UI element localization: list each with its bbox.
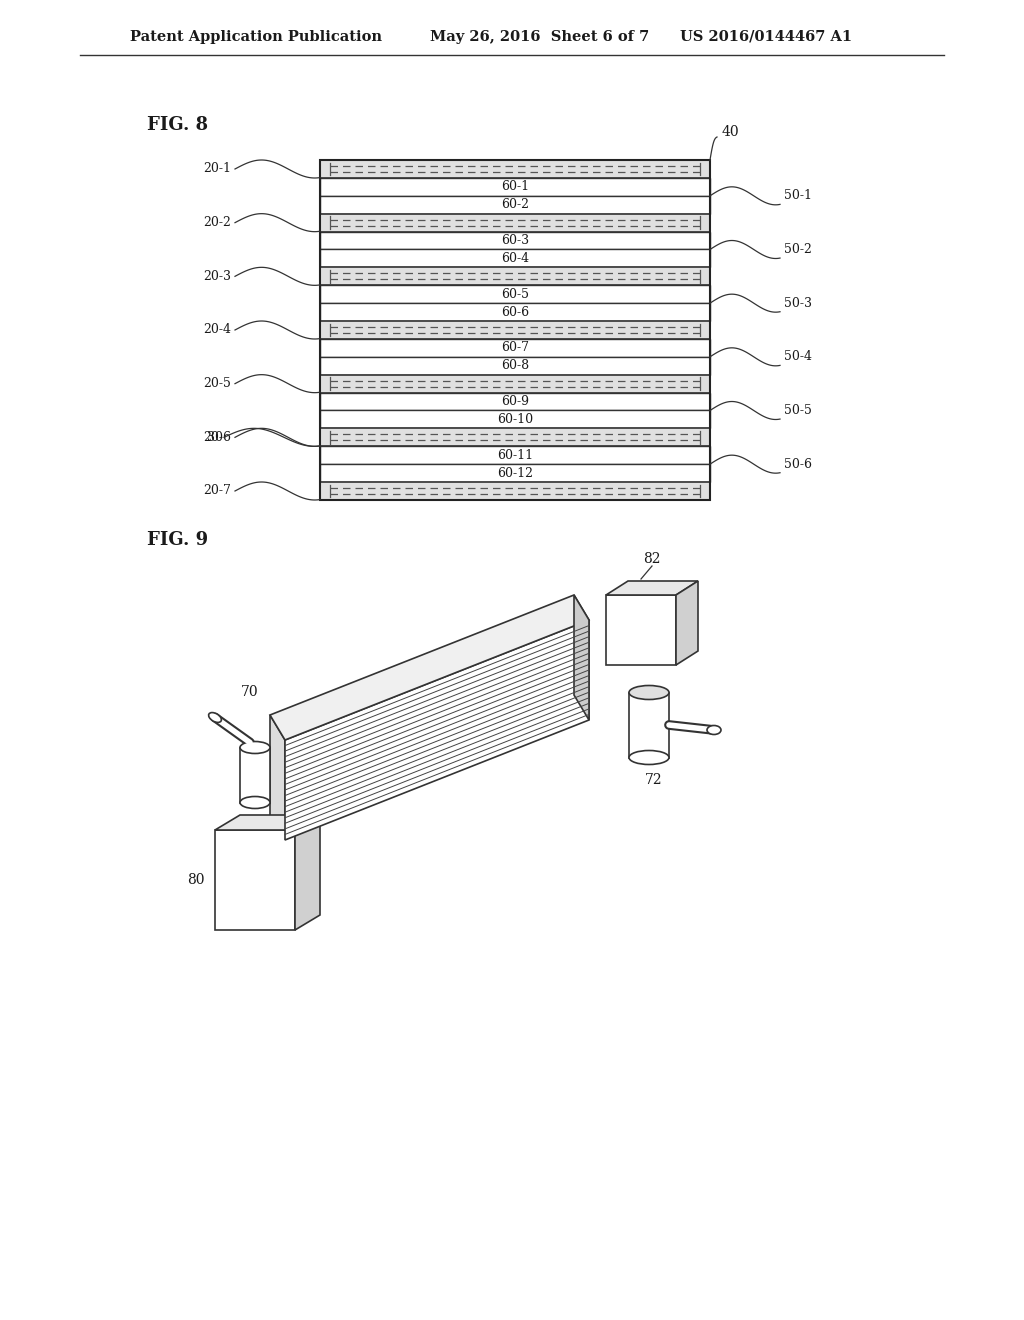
Bar	[319, 482, 710, 500]
Text: 20-2: 20-2	[203, 216, 231, 230]
Text: 72: 72	[645, 772, 663, 787]
Text: Patent Application Publication: Patent Application Publication	[130, 30, 382, 44]
Text: 60-12: 60-12	[497, 466, 534, 479]
Bar	[319, 214, 710, 232]
Text: 30: 30	[207, 430, 223, 444]
Text: May 26, 2016  Sheet 6 of 7: May 26, 2016 Sheet 6 of 7	[430, 30, 649, 44]
Polygon shape	[215, 830, 295, 931]
Bar	[319, 446, 710, 465]
Text: 20-7: 20-7	[203, 484, 231, 498]
Polygon shape	[606, 581, 698, 595]
Text: 50-5: 50-5	[784, 404, 812, 417]
Polygon shape	[270, 715, 285, 840]
Text: 82: 82	[643, 552, 660, 566]
Bar	[319, 160, 710, 178]
Text: 20-3: 20-3	[203, 269, 231, 282]
Polygon shape	[215, 814, 319, 830]
Bar	[319, 178, 710, 195]
Text: 60-9: 60-9	[501, 395, 529, 408]
Text: 60-5: 60-5	[501, 288, 529, 301]
Polygon shape	[676, 581, 698, 665]
Text: FIG. 9: FIG. 9	[147, 531, 208, 549]
Ellipse shape	[707, 726, 721, 734]
Ellipse shape	[240, 742, 270, 754]
Text: 50-1: 50-1	[784, 189, 812, 202]
Polygon shape	[285, 620, 589, 840]
Ellipse shape	[629, 751, 669, 764]
Bar	[319, 249, 710, 268]
Text: US 2016/0144467 A1: US 2016/0144467 A1	[680, 30, 852, 44]
Text: 50-6: 50-6	[784, 458, 812, 471]
Bar	[319, 304, 710, 321]
Bar	[319, 232, 710, 249]
Text: 50-4: 50-4	[784, 350, 812, 363]
Text: FIG. 8: FIG. 8	[147, 116, 208, 135]
Polygon shape	[270, 595, 589, 741]
Text: 20-5: 20-5	[203, 378, 231, 391]
Bar	[319, 321, 710, 339]
Ellipse shape	[209, 713, 221, 722]
Bar	[319, 375, 710, 392]
Polygon shape	[295, 814, 319, 931]
Text: 60-11: 60-11	[497, 449, 534, 462]
Text: 60-2: 60-2	[501, 198, 529, 211]
Bar	[319, 428, 710, 446]
Text: 60-7: 60-7	[501, 342, 529, 354]
Bar	[319, 285, 710, 304]
Polygon shape	[606, 595, 676, 665]
Text: 60-10: 60-10	[497, 413, 534, 426]
Text: 50-2: 50-2	[784, 243, 812, 256]
Bar	[319, 195, 710, 214]
Bar	[319, 268, 710, 285]
Bar	[240, 747, 270, 803]
Text: 60-4: 60-4	[501, 252, 529, 265]
Bar	[319, 339, 710, 356]
Bar	[319, 160, 710, 500]
Text: 60-6: 60-6	[501, 306, 529, 318]
Bar	[319, 356, 710, 375]
Bar	[319, 411, 710, 428]
Text: 60-3: 60-3	[501, 234, 529, 247]
Text: 40: 40	[722, 125, 739, 139]
Text: 60-8: 60-8	[501, 359, 529, 372]
Text: 20-6: 20-6	[203, 430, 231, 444]
Text: 60-1: 60-1	[501, 181, 529, 194]
Text: 70: 70	[242, 685, 259, 700]
Polygon shape	[574, 595, 589, 719]
Bar	[629, 693, 669, 758]
Text: 20-1: 20-1	[203, 162, 231, 176]
Text: 20-4: 20-4	[203, 323, 231, 337]
Ellipse shape	[629, 685, 669, 700]
Text: 80: 80	[187, 873, 205, 887]
Text: 50-3: 50-3	[784, 297, 812, 310]
Ellipse shape	[240, 796, 270, 808]
Bar	[319, 392, 710, 411]
Bar	[319, 465, 710, 482]
